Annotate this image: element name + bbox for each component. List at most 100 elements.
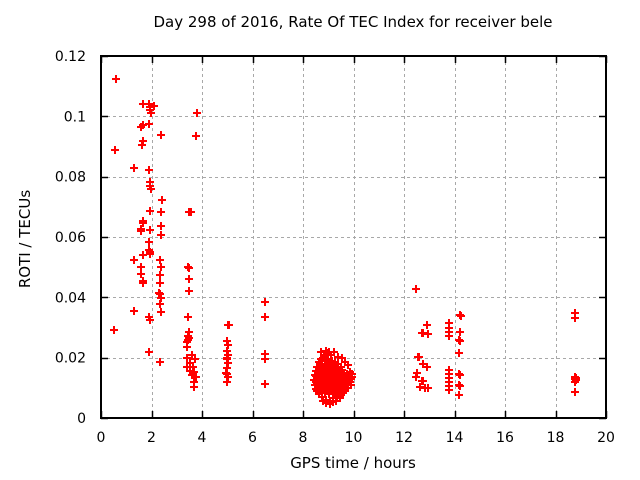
data-point-marker bbox=[156, 256, 164, 264]
data-point-marker bbox=[157, 208, 165, 216]
data-point-marker bbox=[145, 166, 153, 174]
y-tick-label: 0.08 bbox=[55, 170, 86, 186]
chart-title: Day 298 of 2016, Rate Of TEC Index for r… bbox=[154, 13, 553, 31]
data-point-marker bbox=[457, 312, 465, 320]
data-point-marker bbox=[347, 381, 355, 389]
x-tick-label: 8 bbox=[299, 430, 308, 446]
data-point-marker bbox=[137, 227, 145, 235]
data-point-marker bbox=[261, 298, 269, 306]
data-point-marker bbox=[185, 287, 193, 295]
data-point-marker bbox=[157, 222, 165, 230]
data-point-marker bbox=[137, 270, 145, 278]
data-point-marker bbox=[158, 196, 166, 204]
grid-layer bbox=[101, 56, 606, 418]
x-tick-label: 14 bbox=[446, 430, 464, 446]
x-tick-label: 18 bbox=[547, 430, 565, 446]
data-point-marker bbox=[147, 185, 155, 193]
data-point-marker bbox=[137, 263, 145, 271]
data-point-marker bbox=[183, 343, 191, 351]
data-point-marker bbox=[423, 321, 431, 329]
data-point-marker bbox=[139, 219, 147, 227]
data-point-marker bbox=[225, 321, 233, 329]
y-tick-label: 0.02 bbox=[55, 351, 86, 367]
data-point-marker bbox=[157, 263, 165, 271]
data-point-marker bbox=[130, 256, 138, 264]
y-tick-label: 0.1 bbox=[64, 109, 86, 125]
data-point-marker bbox=[146, 207, 154, 215]
data-point-marker bbox=[419, 377, 427, 385]
data-point-marker bbox=[412, 373, 420, 381]
data-point-marker bbox=[147, 109, 155, 117]
data-points-layer bbox=[110, 75, 580, 408]
data-point-marker bbox=[157, 231, 165, 239]
data-point-marker bbox=[424, 330, 432, 338]
data-point-marker bbox=[190, 383, 198, 391]
data-point-marker bbox=[424, 384, 432, 392]
y-tick-label: 0.04 bbox=[55, 290, 86, 306]
data-point-marker bbox=[193, 109, 201, 117]
data-point-marker bbox=[344, 361, 352, 369]
data-point-marker bbox=[423, 363, 431, 371]
data-point-marker bbox=[412, 285, 420, 293]
data-point-marker bbox=[261, 380, 269, 388]
data-point-marker bbox=[261, 313, 269, 321]
tick-label-layer: 0 2 4 6 8 10 12 14 16 18 20 0 0.02 0.04 0.06 0.08 0.1 0.1… bbox=[55, 49, 615, 446]
data-point-marker bbox=[445, 386, 453, 394]
data-point-marker bbox=[192, 373, 200, 381]
x-tick-label: 20 bbox=[597, 430, 615, 446]
tick-layer bbox=[100, 55, 608, 420]
data-point-marker bbox=[191, 355, 199, 363]
x-tick-label: 16 bbox=[496, 430, 514, 446]
data-point-marker bbox=[112, 75, 120, 83]
data-point-marker bbox=[185, 275, 193, 283]
data-point-marker bbox=[456, 337, 464, 345]
data-point-marker bbox=[415, 353, 423, 361]
y-tick-label: 0 bbox=[77, 411, 86, 427]
data-point-marker bbox=[139, 279, 147, 287]
data-point-marker bbox=[156, 271, 164, 279]
data-point-marker bbox=[138, 141, 146, 149]
data-point-marker bbox=[445, 332, 453, 340]
data-point-marker bbox=[187, 208, 195, 216]
data-point-marker bbox=[130, 307, 138, 315]
x-axis-label: GPS time / hours bbox=[290, 454, 416, 472]
x-tick-label: 2 bbox=[147, 430, 156, 446]
data-point-marker bbox=[456, 382, 464, 390]
x-tick-label: 10 bbox=[345, 430, 363, 446]
data-point-marker bbox=[455, 349, 463, 357]
data-point-marker bbox=[146, 226, 154, 234]
data-point-marker bbox=[150, 102, 158, 110]
x-tick-label: 0 bbox=[97, 430, 106, 446]
data-point-marker bbox=[156, 358, 164, 366]
data-point-marker bbox=[571, 314, 579, 322]
data-point-marker bbox=[456, 328, 464, 336]
y-tick-label: 0.12 bbox=[55, 49, 86, 65]
data-point-marker bbox=[145, 120, 153, 128]
data-point-marker bbox=[184, 313, 192, 321]
data-point-marker bbox=[183, 354, 191, 362]
data-point-marker bbox=[192, 132, 200, 140]
data-point-marker bbox=[185, 264, 193, 272]
data-point-marker bbox=[261, 355, 269, 363]
y-tick-label: 0.06 bbox=[55, 230, 86, 246]
data-point-marker bbox=[146, 316, 154, 324]
data-point-marker bbox=[456, 371, 464, 379]
data-point-marker bbox=[455, 391, 463, 399]
data-point-marker bbox=[111, 146, 119, 154]
data-point-marker bbox=[146, 250, 154, 258]
data-point-marker bbox=[571, 378, 579, 386]
data-point-marker bbox=[330, 348, 338, 356]
data-point-marker bbox=[139, 251, 147, 259]
data-point-marker bbox=[223, 378, 231, 386]
data-point-marker bbox=[348, 373, 356, 381]
y-axis-label: ROTI / TECUs bbox=[16, 190, 34, 288]
data-point-marker bbox=[110, 326, 118, 334]
data-point-marker bbox=[145, 238, 153, 246]
data-point-marker bbox=[157, 131, 165, 139]
data-point-marker bbox=[145, 348, 153, 356]
x-tick-label: 12 bbox=[395, 430, 413, 446]
data-point-marker bbox=[156, 279, 164, 287]
data-point-marker bbox=[157, 308, 165, 316]
